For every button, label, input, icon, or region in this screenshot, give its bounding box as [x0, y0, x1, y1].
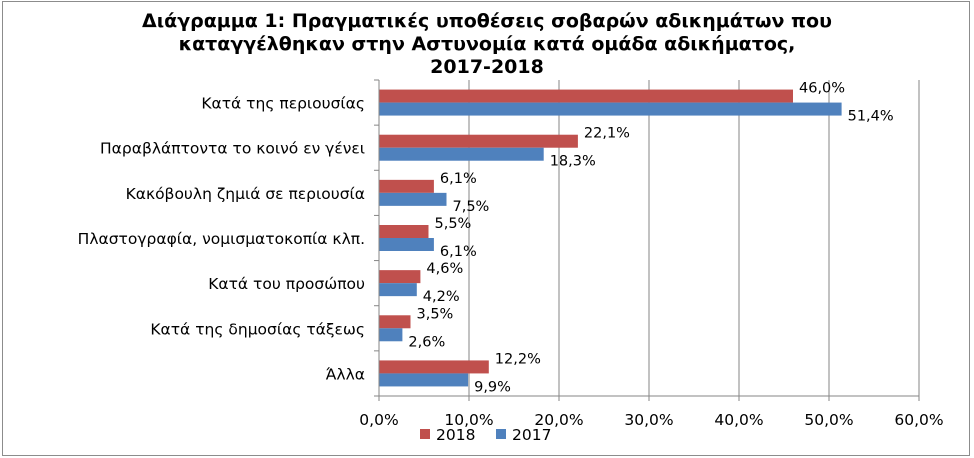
x-tick-label: 50,0% — [804, 411, 853, 429]
bar-2017 — [379, 147, 544, 161]
bar-2017 — [379, 373, 469, 387]
data-label-2017: 6,1% — [440, 244, 477, 260]
bars — [379, 89, 842, 387]
bar-2018 — [379, 360, 489, 374]
category-label: Κακόβουλη ζημιά σε περιουσία — [126, 185, 365, 203]
bar-2018 — [379, 89, 793, 103]
data-label-2017: 7,5% — [453, 199, 490, 215]
chart-title-line-1: Διάγραμμα 1: Πραγματικές υποθέσεις σοβαρ… — [142, 10, 832, 32]
category-label: Παραβλάπτοντα το κοινό εν γένει — [100, 140, 365, 158]
bar-2017 — [379, 283, 417, 297]
category-label: Κατά της περιουσίας — [201, 95, 365, 113]
data-label-2018: 4,6% — [426, 261, 463, 277]
bar-2017 — [379, 192, 447, 206]
bar-2017 — [379, 328, 403, 342]
data-label-2018: 22,1% — [584, 126, 630, 142]
axes — [374, 79, 920, 401]
data-label-2017: 51,4% — [848, 109, 894, 125]
category-label: Πλαστογραφία, νομισματοκοπία κλπ. — [78, 230, 365, 248]
data-label-2018: 46,0% — [799, 81, 845, 97]
data-label-2018: 3,5% — [417, 306, 454, 322]
category-label: Κατά της δημοσίας τάξεως — [150, 320, 365, 338]
bar-2018 — [379, 134, 578, 148]
bar-2018 — [379, 179, 434, 193]
data-label-2018: 5,5% — [435, 216, 472, 232]
x-tick-label: 30,0% — [624, 411, 673, 429]
x-tick-label: 20,0% — [534, 411, 583, 429]
legend-swatch-2018 — [420, 429, 430, 439]
x-tick-label: 0,0% — [359, 411, 398, 429]
legend-swatch-2017 — [496, 429, 506, 439]
bar-2018 — [379, 315, 411, 329]
data-label-2017: 9,9% — [474, 379, 511, 395]
chart-title: Διάγραμμα 1: Πραγματικές υποθέσεις σοβαρ… — [0, 10, 974, 79]
x-tick-label: 10,0% — [444, 411, 493, 429]
legend: 2018 2017 — [420, 426, 551, 444]
legend-label-2018: 2018 — [436, 426, 475, 444]
data-label-2018: 6,1% — [440, 171, 477, 187]
bar-2018 — [379, 270, 421, 284]
chart-title-line-2: καταγγέλθηκαν στην Αστυνομία κατά ομάδα … — [178, 33, 796, 55]
bar-2017 — [379, 102, 842, 116]
legend-label-2017: 2017 — [512, 426, 551, 444]
data-label-2017: 18,3% — [550, 154, 596, 170]
x-tick-label: 40,0% — [714, 411, 763, 429]
category-label: Κατά του προσώπου — [208, 275, 365, 293]
chart-title-line-3: 2017-2018 — [430, 56, 544, 78]
gridlines — [468, 80, 920, 396]
labels: 0,0% 10,0% 20,0% 30,0% 40,0% 50,0% 60,0% Κατά τ… — [78, 81, 944, 429]
data-label-2017: 2,6% — [408, 334, 445, 350]
data-label-2017: 4,2% — [423, 289, 460, 305]
data-label-2018: 12,2% — [495, 351, 541, 367]
bar-2018 — [379, 225, 429, 238]
category-label: Άλλα — [326, 365, 365, 383]
bar-2017 — [379, 238, 434, 251]
x-tick-label: 60,0% — [894, 411, 943, 429]
